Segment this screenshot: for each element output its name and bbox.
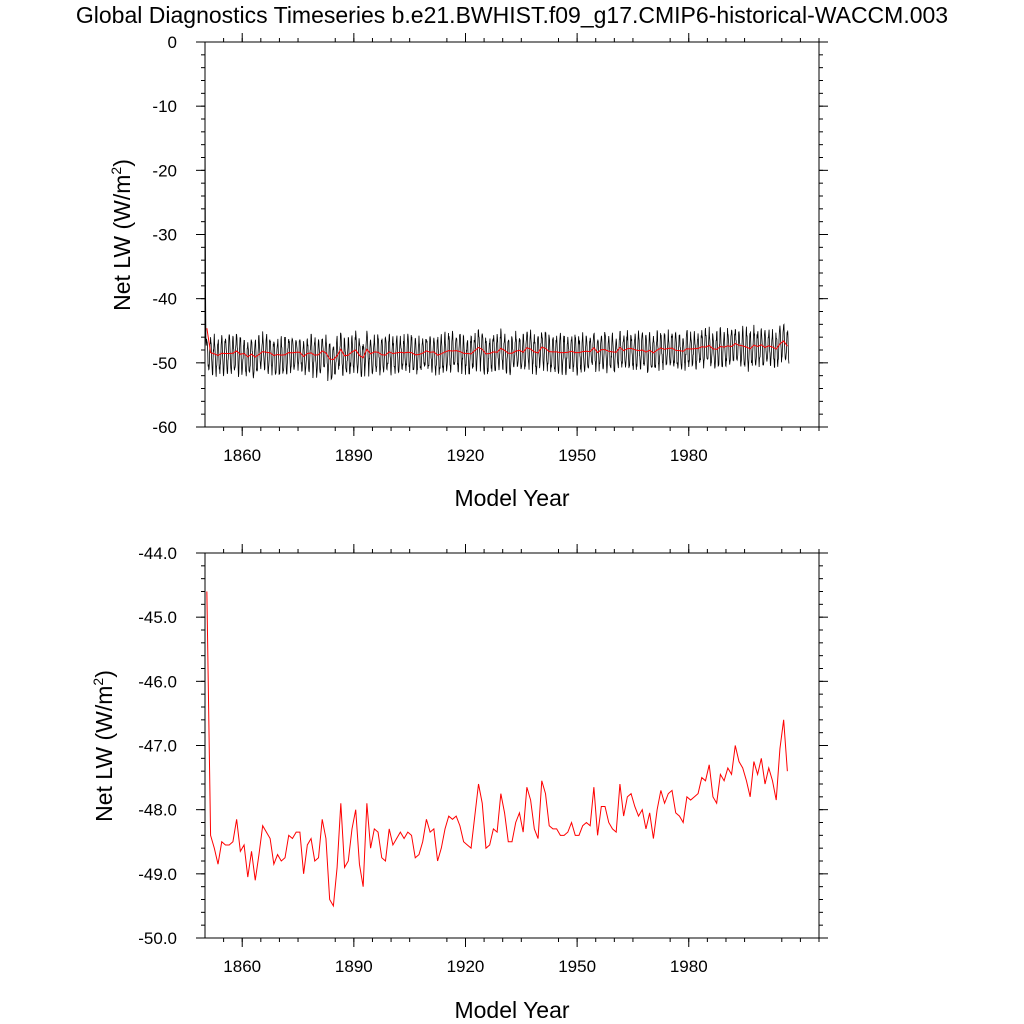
top-y-tick-label: -40 (152, 290, 177, 309)
top-y-tick-label: -20 (152, 161, 177, 180)
bottom-plot-frame (204, 552, 820, 939)
top-y-tick-labels: 0 -10 -20 -30 -40 -50 -60 (152, 33, 177, 437)
bottom-y-tick-label: -48.0 (138, 801, 177, 820)
bottom-annual-mean-line (206, 591, 788, 908)
top-x-tick-label: 1890 (335, 446, 373, 465)
top-x-tick-label: 1920 (447, 446, 485, 465)
top-monthly-line (204, 99, 790, 381)
bottom-y-tick-labels: -44.0 -45.0 -46.0 -47.0 -48.0 -49.0 -50.0 (138, 544, 177, 948)
bottom-y-tick-label: -44.0 (138, 544, 177, 563)
bottom-y-tick-label: -50.0 (138, 929, 177, 948)
top-x-tick-label: 1860 (223, 446, 261, 465)
bottom-y-tick-label: -46.0 (138, 672, 177, 691)
top-annual-mean-line (206, 328, 788, 361)
top-y-tick-label: -50 (152, 354, 177, 373)
bottom-x-tick-label: 1950 (558, 957, 596, 976)
bottom-x-tick-label: 1920 (447, 957, 485, 976)
top-x-tick-labels: 1860 1890 1920 1950 1980 (223, 446, 707, 465)
bottom-x-tick-labels: 1860 1890 1920 1950 1980 (223, 957, 707, 976)
bottom-ticks (196, 544, 828, 947)
bottom-y-tick-label: -45.0 (138, 608, 177, 627)
top-plot-frame (204, 41, 820, 428)
top-y-tick-label: -60 (152, 418, 177, 437)
figure-title: Global Diagnostics Timeseries b.e21.BWHI… (75, 2, 949, 28)
bottom-x-axis-title: Model Year (454, 997, 569, 1023)
top-x-tick-label: 1950 (558, 446, 596, 465)
bottom-panel: -44.0 -45.0 -46.0 -47.0 -48.0 -49.0 -50.0 1860… (90, 544, 828, 1023)
top-x-tick-label: 1980 (670, 446, 708, 465)
top-y-axis-title: Net LW (W/m2) (108, 159, 135, 311)
top-panel: 0 -10 -20 -30 -40 -50 -60 1860 1890 1920 1950 1980… (108, 33, 828, 511)
bottom-x-tick-label: 1980 (670, 957, 708, 976)
top-y-tick-label: 0 (168, 33, 177, 52)
top-x-axis-title: Model Year (454, 485, 569, 511)
bottom-series (206, 591, 788, 908)
top-series (204, 99, 790, 381)
bottom-x-tick-label: 1860 (223, 957, 261, 976)
bottom-y-tick-label: -47.0 (138, 737, 177, 756)
bottom-y-axis-title: Net LW (W/m2) (90, 670, 117, 822)
top-y-tick-label: -10 (152, 97, 177, 116)
top-y-tick-label: -30 (152, 226, 177, 245)
bottom-y-tick-label: -49.0 (138, 865, 177, 884)
top-ticks (196, 33, 828, 436)
bottom-x-tick-label: 1890 (335, 957, 373, 976)
